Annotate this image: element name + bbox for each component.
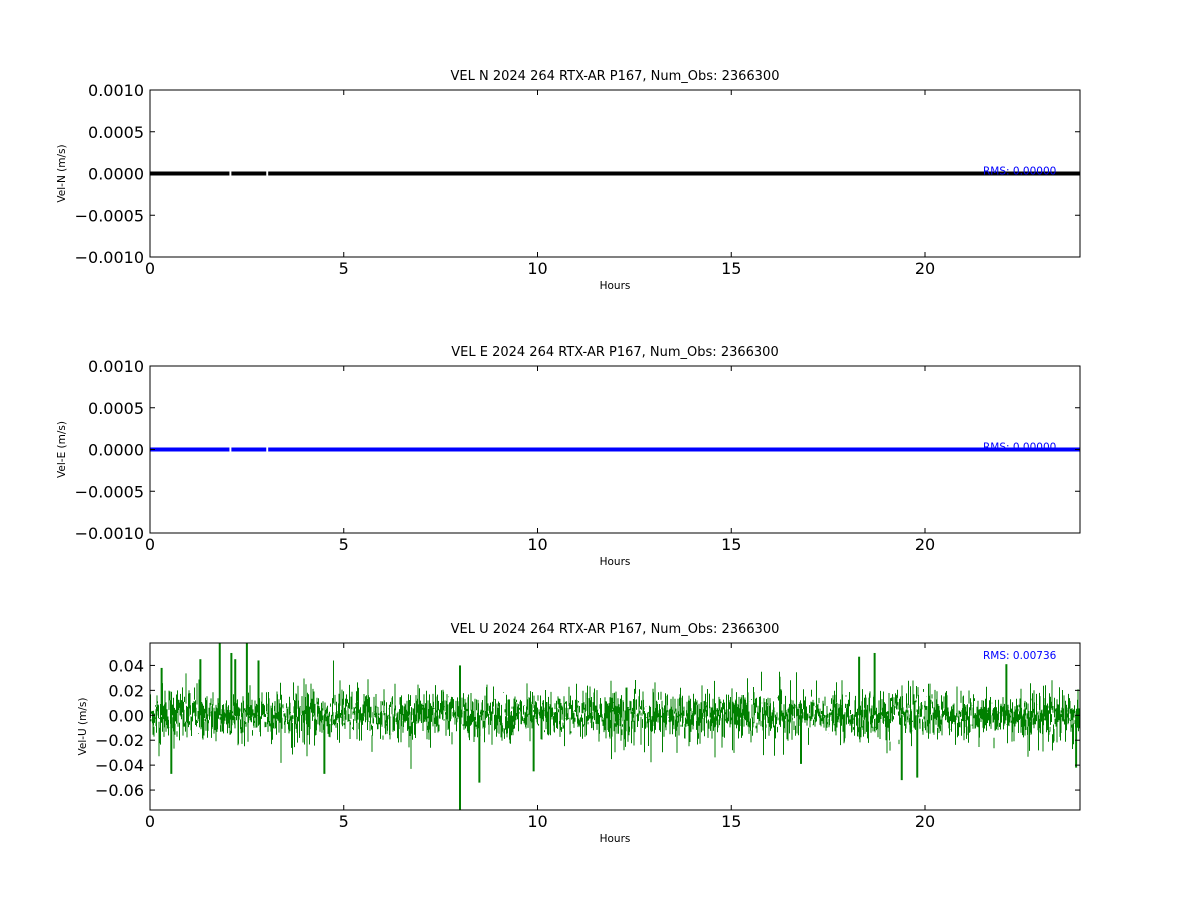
y-tick-label: −0.06 bbox=[95, 781, 144, 800]
y-tick-label: −0.0010 bbox=[75, 248, 144, 267]
x-tick-label: 10 bbox=[527, 259, 547, 278]
x-tick-label: 5 bbox=[339, 812, 349, 831]
x-tick-label: 20 bbox=[915, 535, 935, 554]
x-tick-label: 10 bbox=[527, 812, 547, 831]
x-tick-label: 20 bbox=[915, 812, 935, 831]
chart-title: VEL U 2024 264 RTX-AR P167, Num_Obs: 236… bbox=[451, 622, 780, 637]
y-tick-label: −0.02 bbox=[95, 731, 144, 750]
y-tick-label: 0.0005 bbox=[88, 399, 144, 418]
y-tick-label: 0.04 bbox=[108, 656, 144, 675]
y-tick-label: −0.0005 bbox=[75, 482, 144, 501]
y-tick-label: 0.00 bbox=[108, 706, 144, 725]
x-tick-label: 0 bbox=[145, 812, 155, 831]
x-tick-label: 20 bbox=[915, 259, 935, 278]
x-tick-label: 15 bbox=[721, 535, 741, 554]
noise-trace bbox=[150, 660, 1080, 769]
x-tick-label: 5 bbox=[339, 259, 349, 278]
panel-1: 0 5 10 15 20 −0.0010 −0.0005 0.0000 0.0005 0.0010… bbox=[56, 345, 1081, 568]
x-tick-label: 0 bbox=[145, 259, 155, 278]
x-tick-label: 10 bbox=[527, 535, 547, 554]
chart-title: VEL E 2024 264 RTX-AR P167, Num_Obs: 236… bbox=[451, 345, 778, 360]
y-tick-label: 0.0000 bbox=[88, 165, 144, 184]
x-tick-label: 15 bbox=[721, 812, 741, 831]
y-tick-label: 0.0005 bbox=[88, 123, 144, 142]
x-tick-label: 15 bbox=[721, 259, 741, 278]
panel-0: 0 5 10 15 20 −0.0010 −0.0005 0.0000 0.0005 0.0010… bbox=[56, 69, 1081, 292]
y-axis-label: Vel-N (m/s) bbox=[56, 144, 68, 202]
y-tick-label: 0.0010 bbox=[88, 81, 144, 100]
y-tick-label: 0.0000 bbox=[88, 441, 144, 460]
y-tick-label: −0.0010 bbox=[75, 524, 144, 543]
x-axis-label: Hours bbox=[600, 280, 631, 292]
x-axis-label: Hours bbox=[600, 556, 631, 568]
series-2 bbox=[150, 643, 1080, 810]
axes-frame bbox=[149, 642, 1081, 811]
x-axis-label: Hours bbox=[600, 833, 631, 845]
y-tick-label: 0.02 bbox=[108, 681, 144, 700]
y-tick-label: −0.0005 bbox=[75, 206, 144, 225]
rms-annotation: RMS: 0.00000 bbox=[983, 166, 1056, 178]
rms-annotation: RMS: 0.00000 bbox=[983, 442, 1056, 454]
chart-title: VEL N 2024 264 RTX-AR P167, Num_Obs: 236… bbox=[451, 69, 780, 84]
y-tick-label: 0.0010 bbox=[88, 357, 144, 376]
y-axis-label: Vel-U (m/s) bbox=[77, 698, 89, 756]
rms-annotation: RMS: 0.00736 bbox=[983, 650, 1057, 662]
x-tick-label: 5 bbox=[339, 535, 349, 554]
y-axis-label: Vel-E (m/s) bbox=[56, 421, 68, 478]
x-tick-label: 0 bbox=[145, 535, 155, 554]
y-tick-label: −0.04 bbox=[95, 756, 144, 775]
panel-2: 0 5 10 15 20 −0.06 −0.04 −0.02 0.00 0.02 0.04 VEL U… bbox=[77, 622, 1081, 845]
